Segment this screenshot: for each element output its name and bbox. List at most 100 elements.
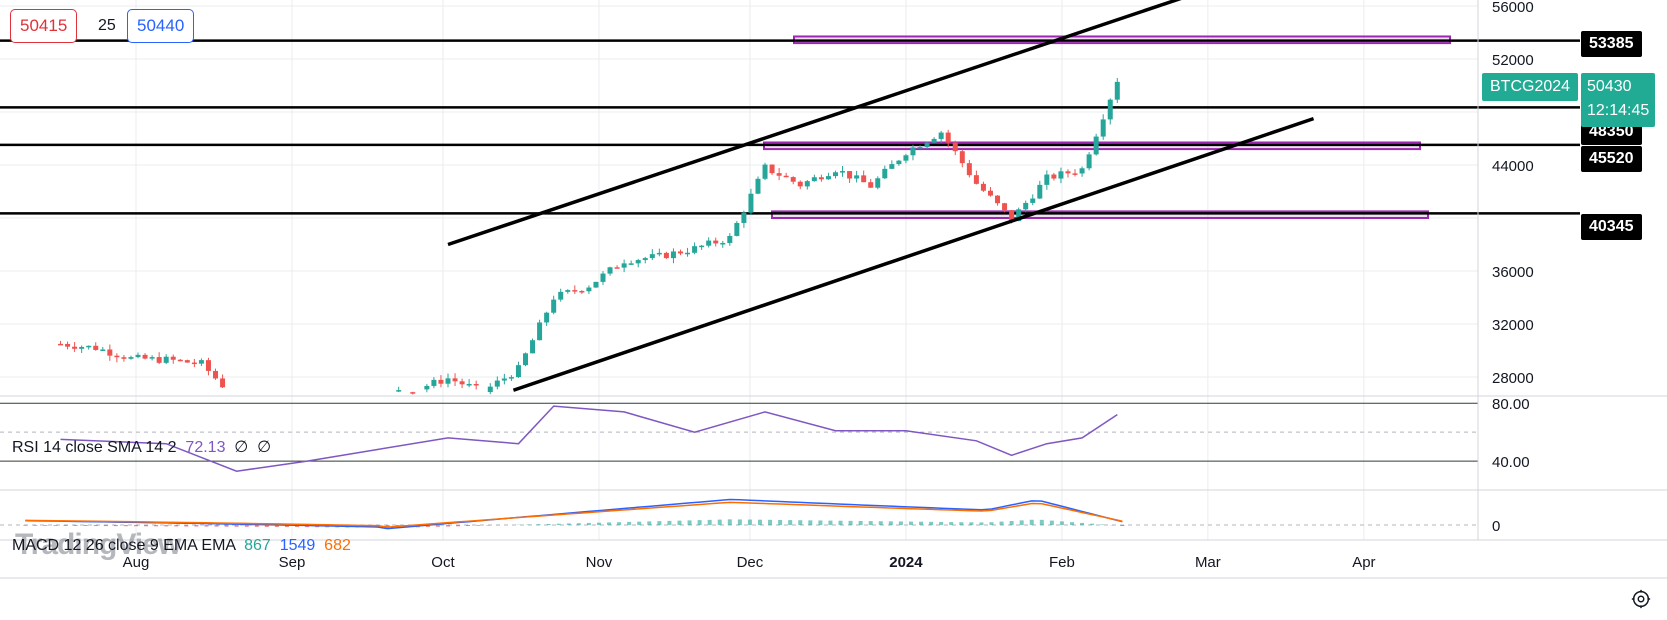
candle-body xyxy=(572,290,578,292)
macd-hist-bar xyxy=(526,524,531,525)
rsi-legend[interactable]: RSI 14 close SMA 14 2 72.13 ∅ ∅ xyxy=(12,437,271,457)
candle-body xyxy=(706,240,712,246)
candle-body xyxy=(713,240,719,244)
candle-body xyxy=(558,291,564,300)
rsi-line xyxy=(60,405,1118,472)
candle-body xyxy=(903,155,909,161)
candle-body xyxy=(692,246,698,253)
macd-hist-bar xyxy=(284,525,289,528)
macd-legend[interactable]: MACD 12 26 close 9 EMA EMA 867 1549 682 xyxy=(12,537,351,555)
rsi-value: 72.13 xyxy=(185,439,226,456)
macd-label: MACD 12 26 close 9 EMA EMA xyxy=(12,537,236,554)
candle-body xyxy=(818,177,824,180)
macd-hist-bar xyxy=(435,525,440,527)
candle-body xyxy=(86,345,92,348)
macd-hist-bar xyxy=(768,519,773,525)
macd-hist-bar xyxy=(1019,520,1024,525)
candle-body xyxy=(959,151,965,164)
candle-body xyxy=(410,392,416,394)
candle-body xyxy=(184,360,190,363)
macd-hist-bar xyxy=(939,521,944,525)
candle-body xyxy=(917,147,923,149)
macd-hist-bar xyxy=(818,520,823,525)
candle-body xyxy=(142,354,148,359)
macd-hist-bar xyxy=(888,521,893,525)
x-tick-label: 2024 xyxy=(889,554,923,571)
macd-hist-bar xyxy=(1059,521,1064,525)
macd-hist-bar xyxy=(546,523,551,525)
candle-body xyxy=(424,385,430,390)
macd-hist-bar xyxy=(707,519,712,525)
macd-hist-bar xyxy=(798,520,803,525)
candle-body xyxy=(628,263,634,265)
candle-body xyxy=(1114,81,1120,100)
macd-hist-bar xyxy=(63,525,68,526)
candle-body xyxy=(663,252,669,259)
candle-body xyxy=(459,381,465,385)
macd-hist-bar xyxy=(254,525,259,527)
macd-hist-bar xyxy=(607,522,612,525)
candle-body xyxy=(783,175,789,178)
macd-hist-bar xyxy=(999,521,1004,525)
macd-hist-bar xyxy=(657,521,662,525)
candle-body xyxy=(128,357,134,359)
zone-rect xyxy=(771,210,1429,219)
candle-body xyxy=(973,175,979,184)
trend-channel xyxy=(447,0,1315,392)
ask-price-button[interactable]: 50440 xyxy=(127,9,195,43)
bar-countdown: 12:14:45 xyxy=(1587,102,1650,119)
candle-body xyxy=(100,349,106,351)
candle-body xyxy=(508,377,514,379)
candle-body xyxy=(1072,173,1078,175)
rsi-extra-1: ∅ xyxy=(234,439,249,456)
macd-hist-bar xyxy=(808,520,813,525)
macd-hist-bar xyxy=(1100,524,1105,525)
candle-body xyxy=(1107,99,1113,120)
candle-body xyxy=(600,273,606,282)
rsi-label: RSI 14 close SMA 14 2 xyxy=(12,439,177,456)
candle-body xyxy=(396,390,402,392)
macd-tick-label: 0 xyxy=(1492,518,1500,535)
y-tick-label: 52000 xyxy=(1492,52,1534,69)
macd-line xyxy=(25,498,1123,530)
candle-body xyxy=(931,138,937,143)
macd-hist-bar xyxy=(446,525,450,527)
candle-body xyxy=(1002,203,1008,211)
macd-hist-bar xyxy=(264,525,269,527)
bid-price-button[interactable]: 50415 xyxy=(10,9,78,43)
candle-body xyxy=(727,235,733,243)
candle-body xyxy=(522,353,528,366)
macd-hist-bar xyxy=(556,523,561,525)
candle-body xyxy=(544,312,550,323)
macd-hist-bar xyxy=(576,523,581,525)
candle-body xyxy=(635,260,641,264)
rsi-tick-label: 40.00 xyxy=(1492,454,1530,471)
macd-hist-bar xyxy=(788,520,793,525)
macd-hist-bar xyxy=(959,522,964,525)
macd-hist-bar xyxy=(1029,519,1034,525)
last-price: 50430 xyxy=(1587,78,1632,95)
candle-body xyxy=(832,172,838,177)
macd-pane xyxy=(0,498,1478,530)
candle-body xyxy=(889,164,895,169)
candle-body xyxy=(980,183,986,191)
macd-hist-bar xyxy=(898,521,903,525)
channel-upper-line xyxy=(447,0,1182,247)
candle-body xyxy=(670,251,676,259)
macd-hist-bar xyxy=(466,525,471,527)
candle-body xyxy=(445,378,451,384)
candle-body xyxy=(987,190,993,196)
x-tick-label: Aug xyxy=(123,554,150,571)
macd-hist-bar xyxy=(747,519,752,525)
macd-hist-bar xyxy=(234,525,239,527)
macd-hist-bar xyxy=(425,525,430,528)
candle-body xyxy=(642,258,648,261)
gear-icon[interactable] xyxy=(1630,588,1652,610)
candle-body xyxy=(854,175,860,179)
macd-hist-bar xyxy=(204,525,209,527)
y-tick-label: 56000 xyxy=(1492,0,1534,16)
macd-hist-bar xyxy=(868,521,873,525)
macd-hist-bar xyxy=(184,525,189,527)
x-tick-label: Dec xyxy=(737,554,764,571)
